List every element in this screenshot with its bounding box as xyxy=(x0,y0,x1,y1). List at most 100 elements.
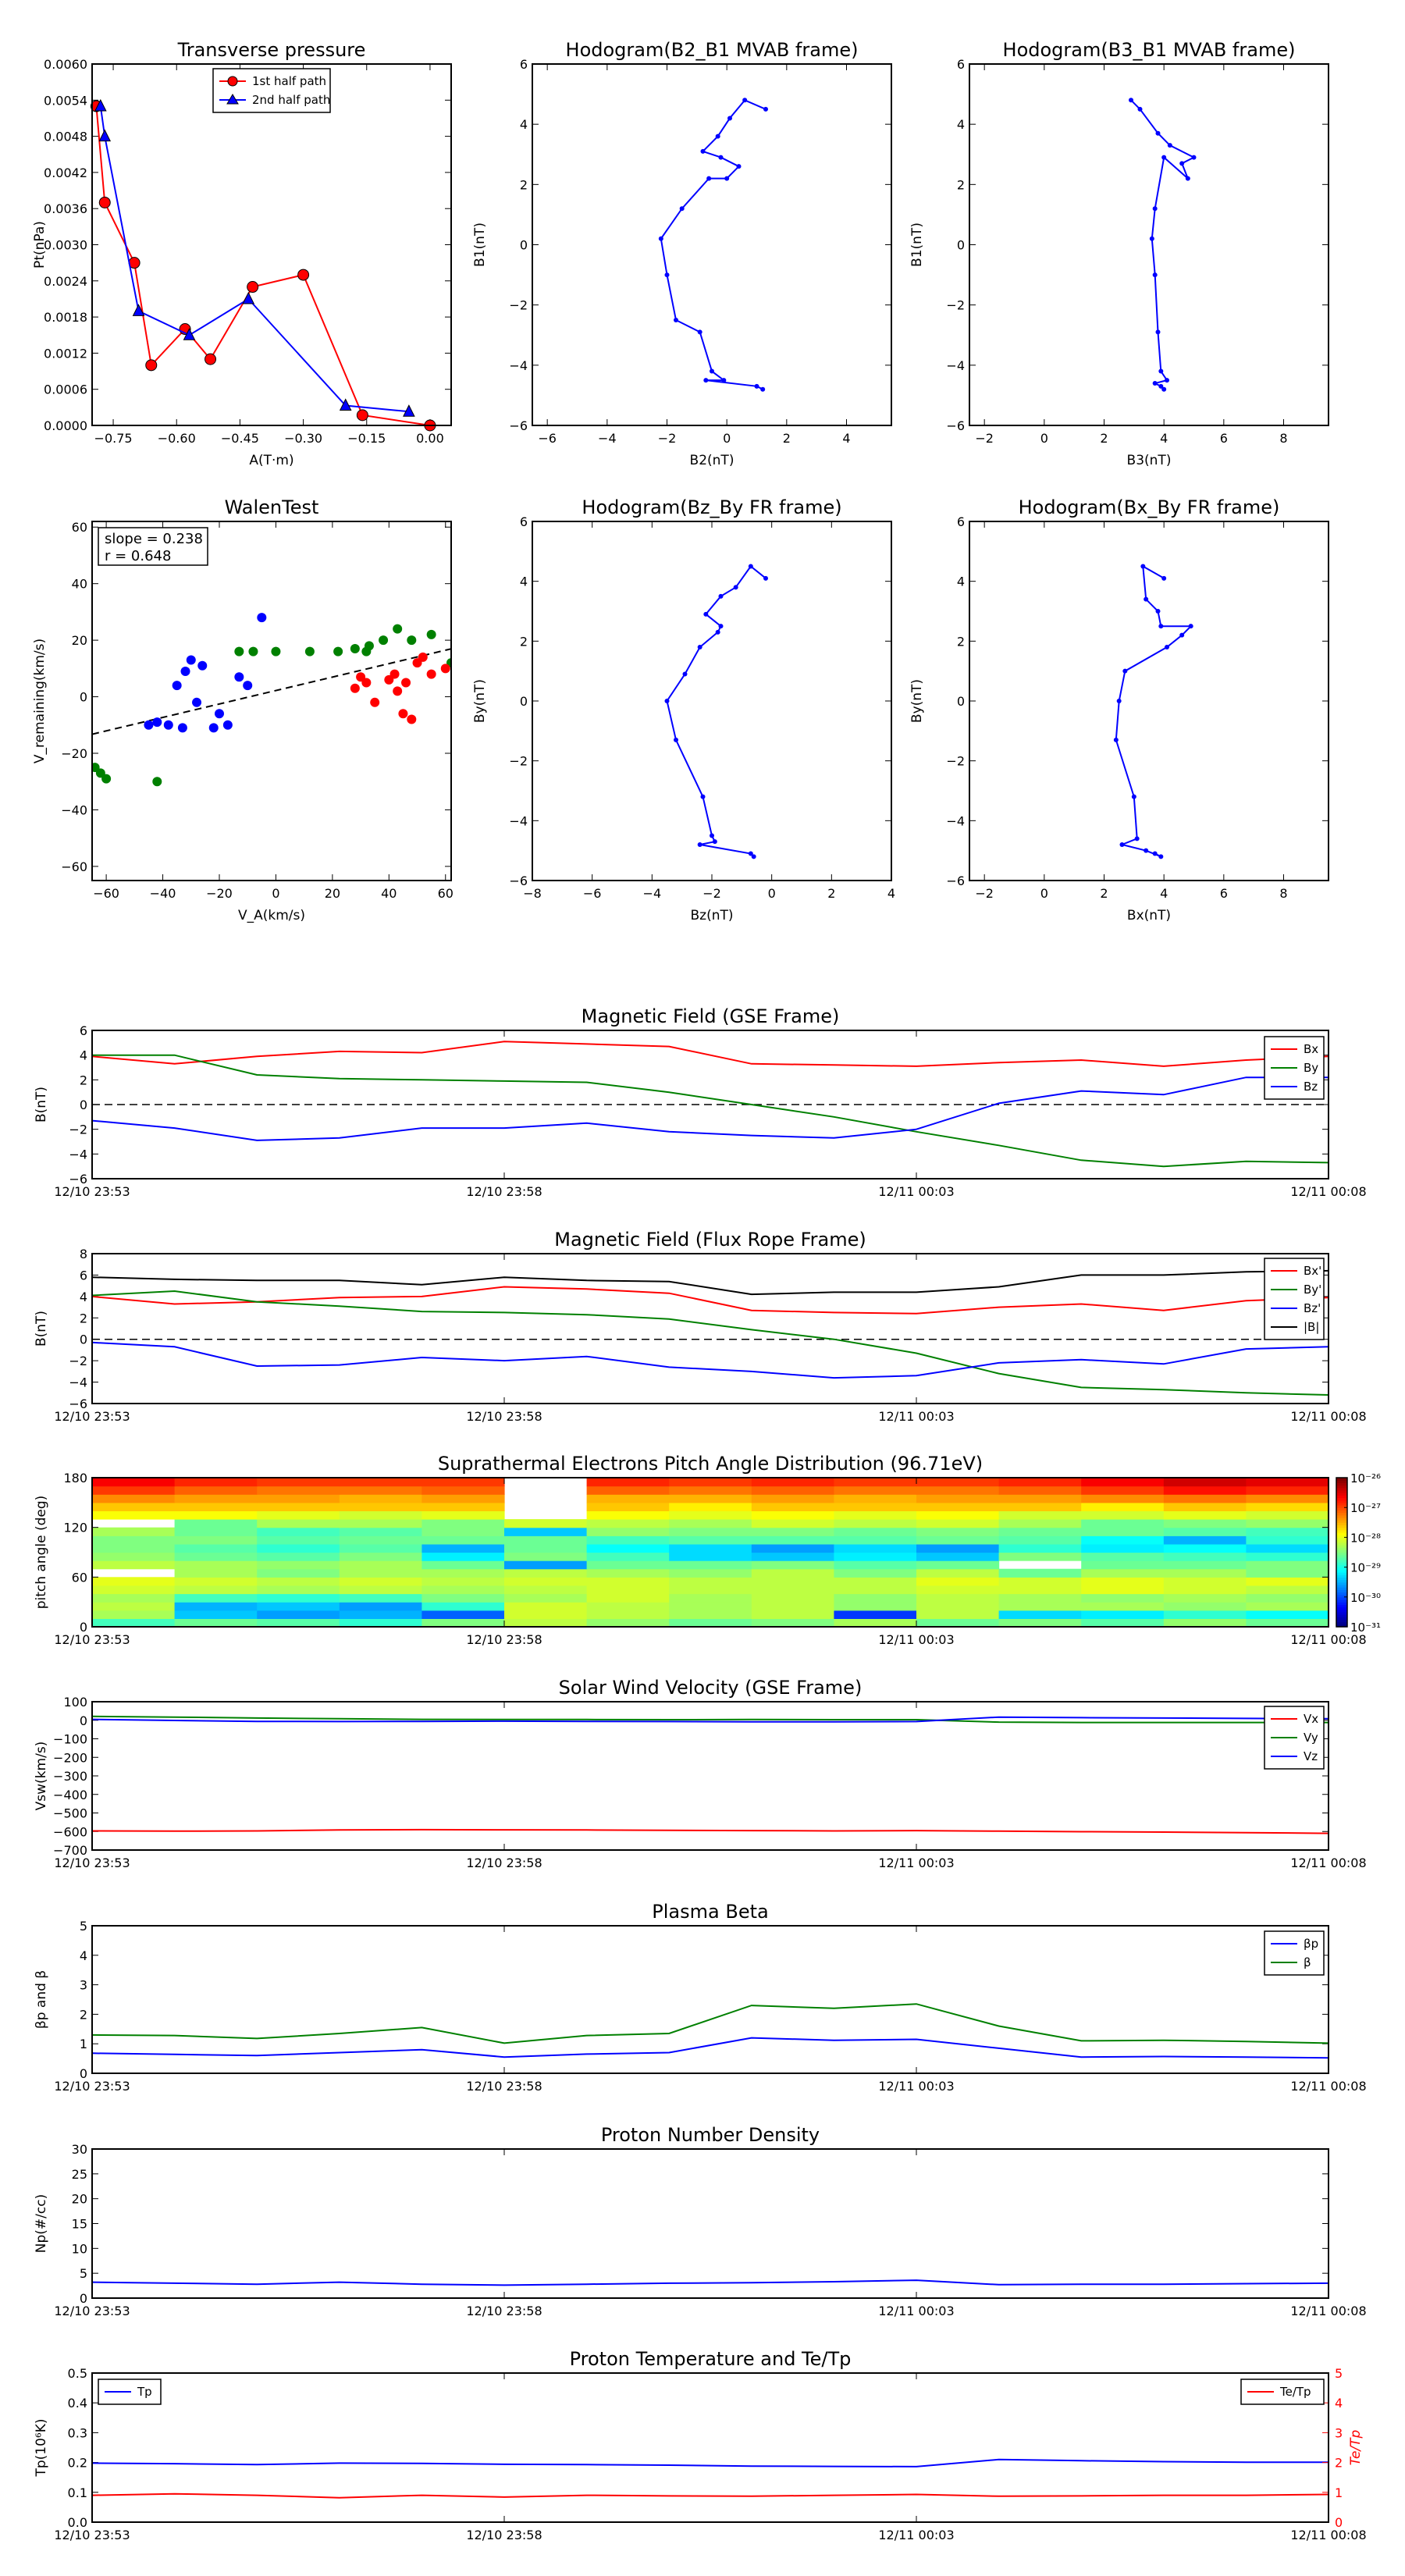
pitch-angle-colorbar-frame xyxy=(1336,1477,1348,1628)
magnetic-field-fr-title: Magnetic Field (Flux Rope Frame) xyxy=(554,1229,866,1251)
hodogram-b3-b1-xtick-label: 4 xyxy=(1160,431,1168,446)
walen-test-scatter-point xyxy=(350,683,360,693)
solar-wind-velocity-ytick-label: −300 xyxy=(53,1769,87,1784)
solar-wind-velocity-plot-frame xyxy=(91,1701,1329,1851)
pitch-angle-cell xyxy=(751,1527,834,1536)
magnetic-field-gse-xtick-label: 12/11 00:03 xyxy=(878,1184,954,1199)
walen-test-xtick-label: 20 xyxy=(325,886,340,901)
pitch-angle-cell xyxy=(916,1618,1000,1628)
pitch-angle-colorbar-step xyxy=(1336,1577,1347,1581)
solar-wind-velocity-xtick-label: 12/11 00:08 xyxy=(1290,1856,1366,1870)
pitch-angle-cell xyxy=(504,1577,588,1586)
walen-test-scatter-point xyxy=(361,678,372,688)
magnetic-field-fr-legend-label: Bx' xyxy=(1304,1264,1321,1278)
pitch-angle-colorbar-step xyxy=(1336,1478,1347,1481)
pitch-angle-cell xyxy=(92,1560,176,1570)
pitch-angle-colorbar-label: 10⁻²⁷ xyxy=(1350,1501,1381,1515)
hodogram-bz-by-ytick-label: 6 xyxy=(520,514,528,529)
pitch-angle-colorbar-label: 10⁻²⁶ xyxy=(1350,1471,1381,1485)
pitch-angle-cell xyxy=(751,1543,834,1553)
walen-test-scatter-point xyxy=(407,635,417,646)
pitch-angle-cell xyxy=(174,1610,258,1619)
transverse-pressure-ylabel: Pt(nPa) xyxy=(32,221,48,269)
hodogram-b3-b1-point xyxy=(1155,130,1161,136)
hodogram-b2-b1-ytick-label: 0 xyxy=(520,238,528,253)
walen-test-annotation-text: r = 0.648 xyxy=(105,548,171,564)
proton-temperature-ytick-label: 0.5 xyxy=(68,2366,87,2381)
hodogram-bx-by-point xyxy=(1152,851,1158,856)
pitch-angle-cell xyxy=(586,1510,670,1520)
pitch-angle-cell xyxy=(586,1535,670,1545)
transverse-pressure-legend-marker xyxy=(226,94,239,105)
walen-test-scatter-point xyxy=(271,646,281,656)
solar-wind-velocity-xtick-label: 12/11 00:03 xyxy=(878,1856,954,1870)
pitch-angle-xtick-label: 12/10 23:58 xyxy=(466,1632,542,1647)
hodogram-b2-b1-ytick-label: −4 xyxy=(509,358,528,373)
hodogram-b2-b1-point xyxy=(763,106,768,112)
pitch-angle-cell xyxy=(92,1527,176,1536)
proton-temperature-chart: Proton Temperature and Te/Tp 12/10 23:53 1… xyxy=(34,2348,1367,2542)
hodogram-b2-b1-xtick-label: −2 xyxy=(658,431,677,446)
pitch-angle-cell xyxy=(586,1610,670,1619)
hodogram-bz-by-title: Hodogram(Bz_By FR frame) xyxy=(582,496,841,518)
pitch-angle-colorbar-step xyxy=(1336,1500,1347,1503)
pitch-angle-cell xyxy=(916,1527,1000,1536)
pitch-angle-cell xyxy=(1163,1560,1247,1570)
transverse-pressure-xtick-label: −0.75 xyxy=(94,431,133,446)
pitch-angle-cell xyxy=(339,1478,422,1487)
pitch-angle-colorbar-step xyxy=(1336,1535,1347,1538)
pitch-angle-cell xyxy=(174,1602,258,1611)
pitch-angle-cell xyxy=(1246,1585,1329,1595)
hodogram-b2-b1-ytick-label: 2 xyxy=(520,177,528,192)
pitch-angle-cell xyxy=(422,1585,505,1595)
pitch-angle-xtick-label: 12/11 00:03 xyxy=(878,1632,954,1647)
magnetic-field-gse-ytick-label: −4 xyxy=(69,1147,87,1162)
pitch-angle-colorbar-step xyxy=(1336,1547,1347,1550)
pitch-angle-cell xyxy=(174,1560,258,1570)
pitch-angle-cell xyxy=(1163,1510,1247,1520)
magnetic-field-gse-series-line xyxy=(92,1054,1329,1168)
pitch-angle-cell xyxy=(916,1593,1000,1603)
pitch-angle-cell xyxy=(998,1510,1082,1520)
walen-test-ylabel: V_remaining(km/s) xyxy=(32,639,48,763)
walen-test-scatter-point xyxy=(214,709,224,719)
pitch-angle-cell xyxy=(174,1510,258,1520)
hodogram-bx-by-point xyxy=(1140,564,1146,569)
proton-density-title: Proton Number Density xyxy=(601,2124,820,2146)
walen-test-scatter-point xyxy=(379,635,389,646)
pitch-angle-colorbar-step xyxy=(1336,1599,1347,1603)
hodogram-bz-by-xtick-label: 4 xyxy=(887,886,895,901)
pitch-angle-cell xyxy=(916,1560,1000,1570)
plasma-beta-xtick-label: 12/10 23:58 xyxy=(466,2079,542,2094)
transverse-pressure-title: Transverse pressure xyxy=(177,39,366,61)
pitch-angle-cell xyxy=(504,1527,588,1536)
pitch-angle-cell xyxy=(1163,1568,1247,1578)
hodogram-b2-b1-point xyxy=(658,236,663,241)
transverse-pressure-ytick-label: 0.0012 xyxy=(44,346,87,361)
pitch-angle-cell xyxy=(998,1494,1082,1503)
walen-test-scatter-point xyxy=(234,672,244,682)
proton-temperature-ytick-right-label: 1 xyxy=(1335,2485,1343,2500)
pitch-angle-cell xyxy=(92,1593,176,1603)
hodogram-bz-by-ytick-label: −4 xyxy=(509,813,528,828)
pitch-angle-colorbar-step xyxy=(1336,1564,1347,1568)
transverse-pressure-point xyxy=(132,304,145,316)
pitch-angle-cell xyxy=(916,1535,1000,1545)
walen-test-ytick-label: 60 xyxy=(72,520,87,535)
pitch-angle-xtick-label: 12/10 23:53 xyxy=(54,1632,130,1647)
pitch-angle-cell xyxy=(751,1577,834,1586)
hodogram-b2-b1-ylabel: B1(nT) xyxy=(472,222,488,267)
magnetic-field-fr-ytick-label: −6 xyxy=(69,1397,87,1411)
proton-temperature-ytick-label: 0.4 xyxy=(68,2396,87,2411)
pitch-angle-cell xyxy=(998,1485,1082,1495)
transverse-pressure-xtick-label: −0.30 xyxy=(284,431,322,446)
pitch-angle-cell xyxy=(174,1478,258,1487)
transverse-pressure-point xyxy=(205,353,217,365)
pitch-angle-cell xyxy=(916,1577,1000,1586)
hodogram-b3-b1-point xyxy=(1129,98,1133,103)
hodogram-bz-by-chart: Hodogram(Bz_By FR frame)−8 −6 −4 −2 0 2 4−6−4−… xyxy=(472,496,895,923)
hodogram-bx-by-ytick-label: 0 xyxy=(957,694,965,709)
pitch-angle-colorbar-step xyxy=(1336,1567,1347,1571)
pitch-angle-cell xyxy=(257,1543,340,1553)
proton-temperature-ytick-right-label: 5 xyxy=(1335,2366,1343,2381)
